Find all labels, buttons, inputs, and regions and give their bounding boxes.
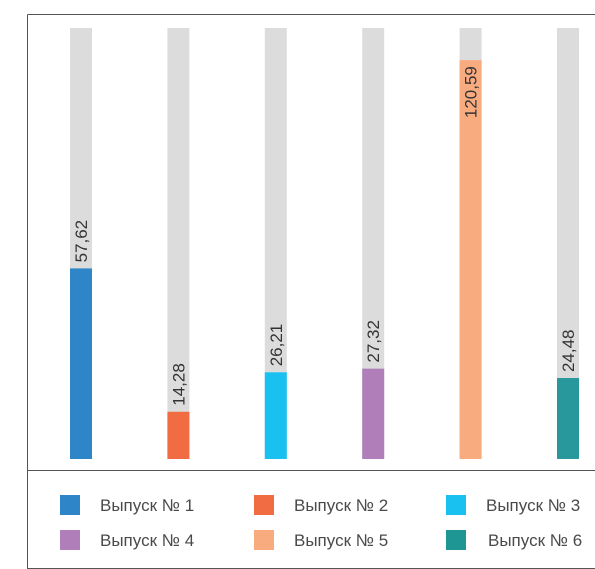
bar-4: [362, 368, 385, 459]
legend-label-2: Выпуск № 2: [294, 496, 388, 515]
bar-1: [70, 268, 92, 459]
legend-label-1: Выпуск № 1: [100, 496, 194, 515]
legend-swatch-5: [254, 530, 274, 550]
bar-group: 57,62 14,28 26,21 27,32 120,59 24,48: [70, 28, 579, 459]
bar-value-label-2: 14,28: [169, 363, 188, 406]
bar-value-label-6: 24,48: [559, 329, 578, 372]
legend-label-4: Выпуск № 4: [100, 531, 194, 550]
bar-track-3: [264, 28, 287, 459]
bar-track-2: [167, 28, 190, 459]
legend-label-6: Выпуск № 6: [488, 531, 582, 550]
legend-swatch-1: [60, 495, 80, 515]
legend-swatch-6: [446, 530, 466, 550]
bar-track-4: [362, 28, 385, 459]
legend-label-5: Выпуск № 5: [294, 531, 388, 550]
bar-value-label-4: 27,32: [364, 320, 383, 363]
bar-value-label-3: 26,21: [267, 324, 286, 367]
legend-swatch-4: [60, 530, 80, 550]
bar-2: [167, 411, 190, 459]
legend-swatch-3: [446, 495, 466, 515]
bar-value-label-5: 120,59: [462, 66, 481, 118]
bar-value-label-1: 57,62: [72, 220, 91, 263]
bar-3: [264, 372, 287, 459]
legend-swatch-2: [254, 495, 274, 515]
legend-label-3: Выпуск № 3: [486, 496, 580, 515]
legend: Выпуск № 1 Выпуск № 2 Выпуск № 3 Выпуск № 4…: [60, 495, 582, 550]
bar-6: [557, 378, 579, 459]
bar-5: [459, 60, 482, 459]
bar-track-6: [557, 28, 579, 459]
